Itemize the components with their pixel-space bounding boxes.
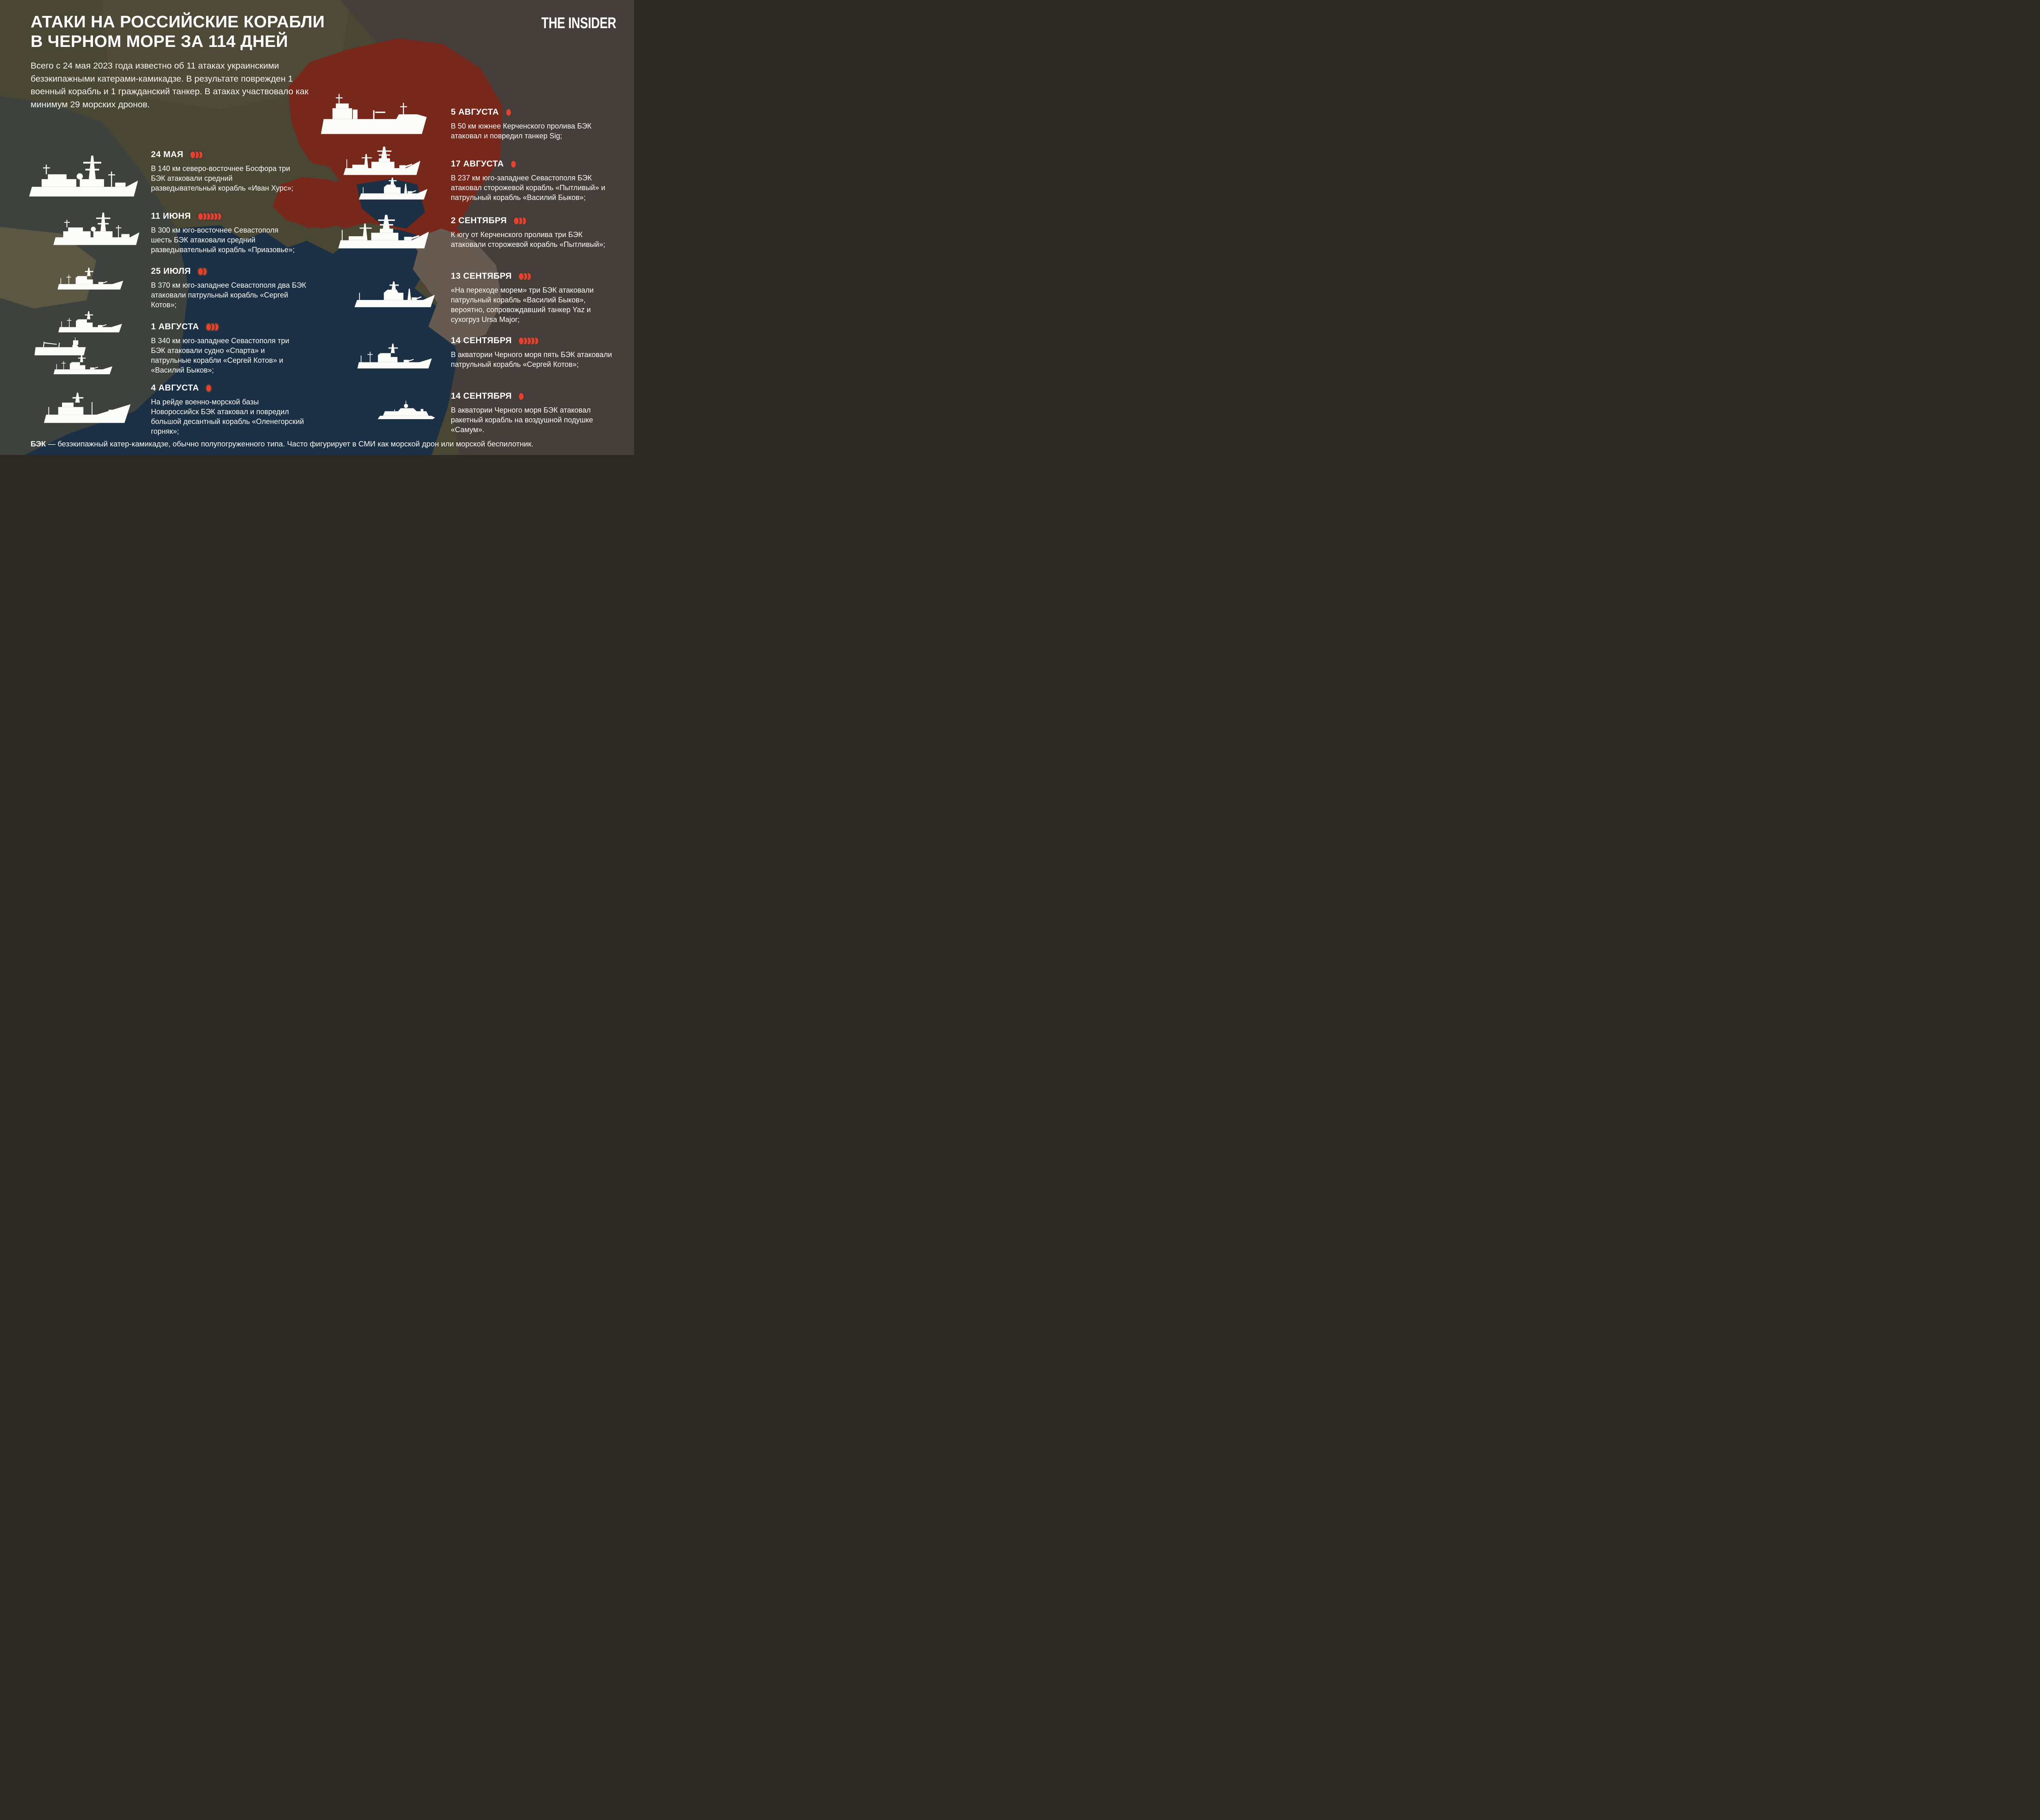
tanker-icon xyxy=(311,91,435,135)
intel-ship-icon xyxy=(52,207,140,248)
event-14-september-1: 14 СЕНТЯБРЯ В акватории Черного моря пят… xyxy=(451,335,614,369)
destroyer-icon xyxy=(330,144,434,175)
map-region-crimea xyxy=(273,177,380,229)
corvette-icon xyxy=(351,171,435,200)
event-description: В акватории Черного моря БЭК атаковал ра… xyxy=(451,406,593,434)
drone-count-dots xyxy=(197,267,208,276)
patrol-ship-icon xyxy=(56,262,124,290)
map-region-caucasus xyxy=(410,229,502,345)
page-title-line1: АТАКИ НА РОССИЙСКИЕ КОРАБЛИ xyxy=(31,12,325,31)
event-2-september: 2 СЕНТЯБРЯ К югу от Керченского пролива … xyxy=(451,215,610,249)
patrol-ship-icon xyxy=(35,350,131,375)
patrol-ship-icon xyxy=(352,338,437,369)
event-description: «На переходе морем» три БЭК атаковали па… xyxy=(451,286,594,324)
corvette-icon xyxy=(352,274,437,308)
event-date: 2 СЕНТЯБРЯ xyxy=(451,216,507,225)
event-date: 5 АВГУСТА xyxy=(451,107,499,117)
event-24-may: 24 МАЯ В 140 км северо-восточнее Босфора… xyxy=(151,149,298,193)
event-date: 1 АВГУСТА xyxy=(151,322,199,331)
page-title: АТАКИ НА РОССИЙСКИЕ КОРАБЛИ В ЧЕРНОМ МОР… xyxy=(31,12,325,51)
event-date: 11 ИЮНЯ xyxy=(151,211,191,221)
drone-count-dots xyxy=(197,212,223,221)
drone-count-dots xyxy=(517,272,533,281)
event-11-june: 11 ИЮНЯ В 300 км юго-восточнее Севастопо… xyxy=(151,211,301,255)
drone-count-dots xyxy=(510,160,518,169)
event-description: На рейде военно-морской базы Новороссийс… xyxy=(151,398,304,436)
intel-ship-icon xyxy=(28,148,139,202)
drone-count-dots xyxy=(512,216,528,226)
event-description: В 237 км юго-западнее Севастополя БЭК ат… xyxy=(451,174,605,202)
event-description: В 370 км юго-западнее Севастополя два БЭ… xyxy=(151,281,306,309)
event-date: 13 СЕНТЯБРЯ xyxy=(451,271,512,281)
event-14-september-2: 14 СЕНТЯБРЯ В акватории Черного моря БЭК… xyxy=(451,391,614,435)
event-description: В акватории Черного моря пять БЭК атаков… xyxy=(451,351,612,369)
the-insider-logo: THE INSIDER xyxy=(541,15,616,32)
event-date: 25 ИЮЛЯ xyxy=(151,266,191,276)
event-1-august: 1 АВГУСТА В 340 км юго-западнее Севастоп… xyxy=(151,322,298,375)
event-description: К югу от Керченского пролива три БЭК ата… xyxy=(451,231,605,249)
event-5-august: 5 АВГУСТА В 50 км южнее Керченского прол… xyxy=(451,107,614,141)
hovercraft-icon xyxy=(376,393,437,422)
page-title-line2: В ЧЕРНОМ МОРЕ ЗА 114 ДНЕЙ xyxy=(31,31,288,51)
drone-count-dots xyxy=(189,150,204,160)
event-13-september: 13 СЕНТЯБРЯ «На переходе морем» три БЭК … xyxy=(451,271,620,324)
footnote-text: — безэкипажный катер-камикадзе, обычно п… xyxy=(48,439,534,448)
event-4-august: 4 АВГУСТА На рейде военно-морской базы Н… xyxy=(151,383,307,436)
event-date: 14 СЕНТЯБРЯ xyxy=(451,391,512,401)
event-description: В 300 км юго-восточнее Севастополя шесть… xyxy=(151,226,295,254)
event-17-august: 17 АВГУСТА В 237 км юго-западнее Севасто… xyxy=(451,159,618,202)
intro-paragraph: Всего с 24 мая 2023 года известно об 11 … xyxy=(31,61,309,109)
footnote-bek-definition: БЭК — безэкипажный катер-камикадзе, обыч… xyxy=(31,439,614,449)
drone-count-dots xyxy=(517,392,526,401)
drone-count-dots xyxy=(205,322,220,332)
event-date: 17 АВГУСТА xyxy=(451,159,504,169)
event-description: В 50 км южнее Керченского пролива БЭК ат… xyxy=(451,122,592,140)
event-25-july: 25 ИЮЛЯ В 370 км юго-западнее Севастопол… xyxy=(151,266,311,310)
event-date: 14 СЕНТЯБРЯ xyxy=(451,336,512,345)
destroyer-icon xyxy=(331,211,435,249)
landing-ship-icon xyxy=(43,387,131,424)
drone-count-dots xyxy=(505,108,513,117)
event-date: 24 МАЯ xyxy=(151,150,184,159)
patrol-ship-icon xyxy=(57,306,122,333)
footnote-term: БЭК xyxy=(31,439,46,448)
event-description: В 340 км юго-западнее Севастополя три БЭ… xyxy=(151,337,289,375)
map-region-ukraine-land xyxy=(102,0,351,109)
map-region-black-sea xyxy=(24,225,458,455)
drone-count-dots xyxy=(205,384,213,393)
infographic-canvas: АТАКИ НА РОССИЙСКИЕ КОРАБЛИ В ЧЕРНОМ МОР… xyxy=(0,0,634,455)
event-date: 4 АВГУСТА xyxy=(151,383,199,393)
drone-count-dots xyxy=(517,336,540,346)
event-description: В 140 км северо-восточнее Босфора три БЭ… xyxy=(151,164,293,193)
black-sea-map xyxy=(0,0,634,455)
